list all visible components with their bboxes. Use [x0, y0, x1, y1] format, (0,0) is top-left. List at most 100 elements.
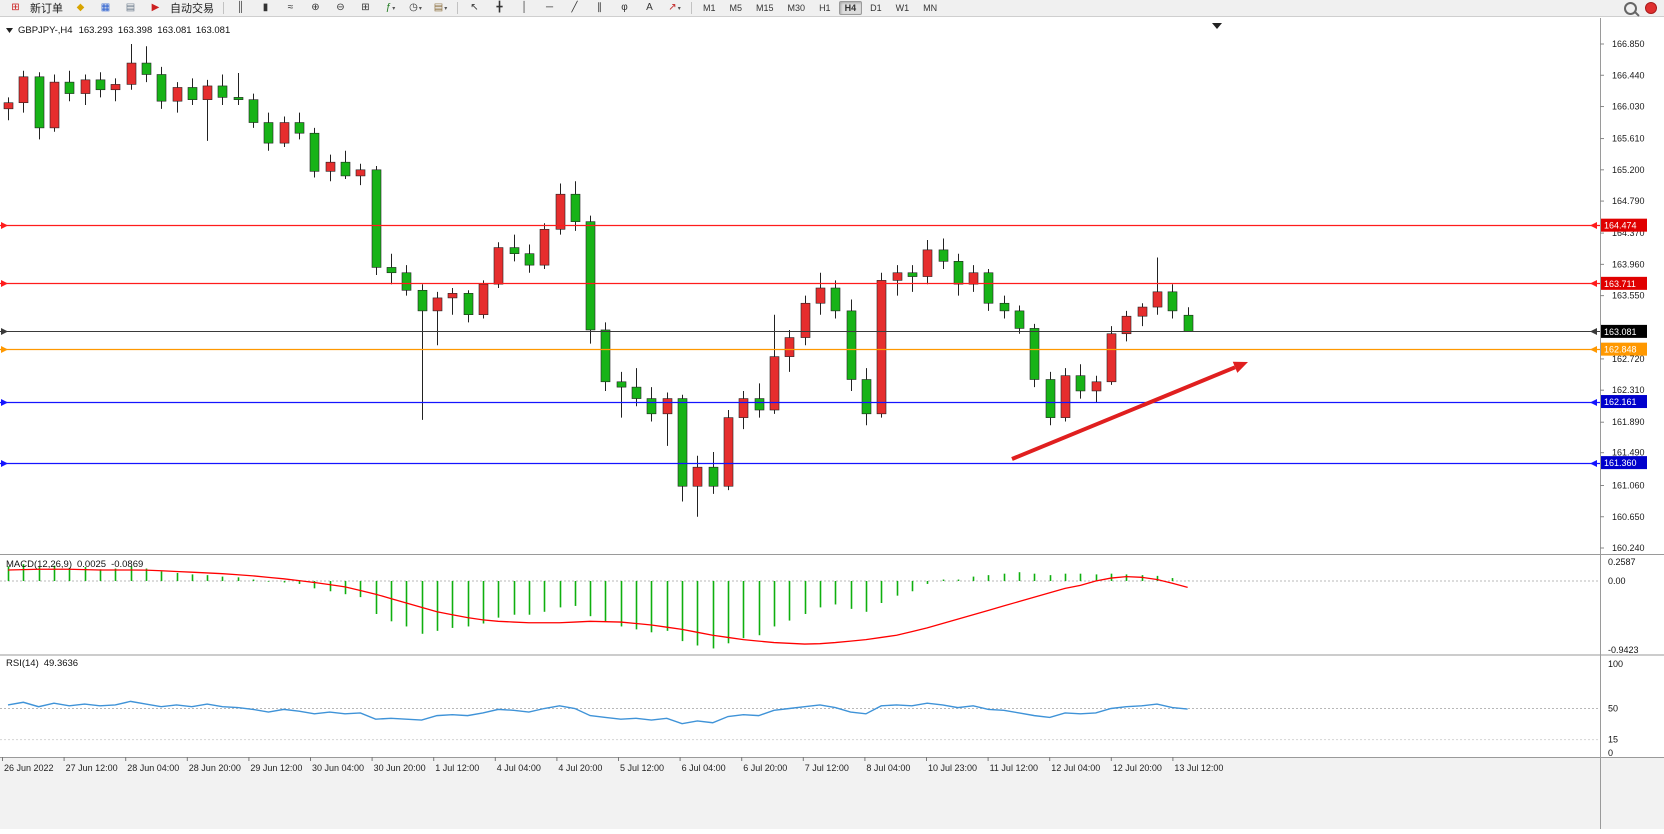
- resistance-line-2[interactable]: [0, 280, 1600, 287]
- tile-windows-button[interactable]: ⊞: [354, 0, 377, 17]
- chevron-down-icon[interactable]: ▾: [392, 5, 396, 12]
- bear-candle-body: [938, 249, 949, 262]
- bull-candle-body: [1106, 333, 1117, 383]
- price-tick-label: 161.060: [1612, 480, 1645, 490]
- bear-candle-body: [631, 386, 642, 399]
- text-button[interactable]: A: [638, 0, 661, 17]
- autotrade-button[interactable]: ▶: [144, 0, 167, 17]
- bull-candle-body: [769, 356, 780, 411]
- line-chart-button[interactable]: ≈: [279, 0, 302, 17]
- trend-arrow[interactable]: [1011, 361, 1248, 461]
- bear-candle-body: [1167, 291, 1178, 312]
- bear-candle-body: [1045, 379, 1056, 418]
- resistance-line-1[interactable]: [0, 222, 1600, 229]
- candlestick-chart-button[interactable]: ▮: [254, 0, 277, 17]
- timeframe-h4-button[interactable]: H4: [838, 1, 863, 15]
- price-tick-label: 163.960: [1612, 259, 1645, 269]
- horizontal-line-button[interactable]: ─: [538, 0, 561, 17]
- navigator-button[interactable]: ◆: [69, 0, 92, 17]
- chart-list-triangle[interactable]: [1212, 23, 1222, 29]
- pivot-line-badge: 162.848: [1601, 342, 1647, 356]
- macd-panel: MACD(12,26,9) 0.0025 -0.0869 0.2587 0.00 -0.9…: [6, 557, 1639, 655]
- timeframe-w1-button[interactable]: W1: [895, 3, 910, 13]
- bear-candle-body: [309, 132, 320, 172]
- chevron-down-icon[interactable]: ▾: [677, 5, 681, 12]
- one-click-trading-toggle[interactable]: [6, 28, 13, 33]
- bear-candle-body: [417, 289, 428, 312]
- notification-icon[interactable]: [1645, 2, 1657, 14]
- bear-candle-body: [861, 379, 872, 415]
- bear-candle-body: [708, 466, 719, 487]
- resistance-line-1-badge: 164.474: [1601, 218, 1647, 232]
- bear-candle-body: [156, 74, 167, 102]
- timeframe-m30-button[interactable]: M30: [787, 3, 806, 13]
- time-tick-label: 28 Jun 04:00: [127, 763, 179, 773]
- chevron-down-icon[interactable]: ▾: [418, 5, 422, 12]
- timeframe-h1-button[interactable]: H1: [819, 3, 831, 13]
- zoom-in-button[interactable]: ⊕: [304, 0, 327, 17]
- templates-button[interactable]: ▤ ▾: [429, 0, 452, 17]
- bear-candle-body: [1183, 314, 1194, 332]
- zoom-out-button[interactable]: ⊖: [329, 0, 352, 17]
- horizontal-line-icon: ─: [545, 2, 554, 13]
- timeframe-mn-button[interactable]: MN: [923, 3, 938, 13]
- bar-chart-icon: ║: [236, 2, 245, 13]
- market-watch-button[interactable]: ▦: [94, 0, 117, 17]
- periods-button[interactable]: ◷ ▾: [404, 0, 427, 17]
- trendline-button[interactable]: ╱: [563, 0, 586, 17]
- rsi-panel: RSI(14) 49.3636 100 50 15 0: [6, 658, 1623, 758]
- timeframe-d1-button[interactable]: D1: [870, 3, 882, 13]
- price-badge-label: 162.161: [1604, 397, 1637, 407]
- new-order-icon: ⊞: [11, 2, 20, 13]
- vertical-line-button[interactable]: │: [513, 0, 536, 17]
- bear-candle-body: [999, 302, 1010, 312]
- macd-label: MACD(12,26,9) 0.0025 -0.0869: [6, 559, 143, 570]
- bear-candle-body: [677, 398, 688, 487]
- line-right-marker: [1590, 460, 1597, 467]
- bull-candle-body: [555, 193, 566, 230]
- support-line-2[interactable]: [0, 460, 1600, 467]
- bear-candle-body: [386, 267, 397, 274]
- current-price-line[interactable]: [0, 328, 1600, 335]
- autotrade-button-label[interactable]: 自动交易: [170, 3, 214, 15]
- chevron-down-icon[interactable]: ▾: [444, 5, 448, 12]
- bull-candle-body: [432, 297, 443, 312]
- current-price-line-badge: 163.081: [1601, 324, 1647, 338]
- time-axis-strip[interactable]: [0, 757, 1664, 829]
- ohlc-value: 163.293: [79, 25, 113, 36]
- bear-candle-body: [1075, 375, 1086, 392]
- new-order-button[interactable]: ⊞: [4, 0, 27, 17]
- line-left-marker: [1, 346, 8, 353]
- timeframe-m1-button[interactable]: M1: [703, 3, 716, 13]
- channel-button[interactable]: ∥: [588, 0, 611, 17]
- timeframe-m5-button[interactable]: M5: [729, 3, 743, 13]
- time-tick-label: 6 Jul 04:00: [682, 763, 726, 773]
- data-window-button[interactable]: ▤: [119, 0, 142, 17]
- time-tick-label: 30 Jun 04:00: [312, 763, 364, 773]
- pivot-line[interactable]: [0, 346, 1600, 353]
- price-tick-label: 160.240: [1612, 543, 1645, 553]
- rsi-scale-label: 15: [1608, 735, 1618, 745]
- time-axis[interactable]: 26 Jun 2022 27 Jun 12:00 28 Jun 04:00 28 Ju…: [2, 757, 1224, 773]
- indicators-button[interactable]: ƒ ▾: [379, 0, 402, 17]
- bear-candle-body: [294, 122, 305, 134]
- price-scale[interactable]: 166.850 166.440 166.030 165.610 165.200 164.7…: [1600, 39, 1645, 553]
- time-tick-label: 5 Jul 12:00: [620, 763, 664, 773]
- rsi-label: RSI(14) 49.3636: [6, 658, 78, 669]
- macd-scale-label: 0.00: [1608, 576, 1626, 586]
- timeframe-m15-button[interactable]: M15: [756, 3, 774, 13]
- tile-windows-icon: ⊞: [361, 2, 370, 13]
- bull-candle-body: [784, 337, 795, 357]
- text-icon: A: [646, 2, 653, 13]
- bar-chart-button[interactable]: ║: [229, 0, 252, 17]
- crosshair-button[interactable]: ╋: [488, 0, 511, 17]
- arrows-button[interactable]: ↗ ▾: [663, 0, 686, 17]
- support-line-1[interactable]: [0, 399, 1600, 406]
- macd-signal-value: -0.0869: [111, 559, 143, 570]
- search-icon[interactable]: [1624, 1, 1637, 15]
- fibonacci-button[interactable]: φ: [613, 0, 636, 17]
- bear-candle-body: [263, 122, 274, 144]
- new-order-button-label[interactable]: 新订单: [30, 3, 63, 15]
- cursor-button[interactable]: ↖: [463, 0, 486, 17]
- bull-candle-body: [110, 84, 121, 91]
